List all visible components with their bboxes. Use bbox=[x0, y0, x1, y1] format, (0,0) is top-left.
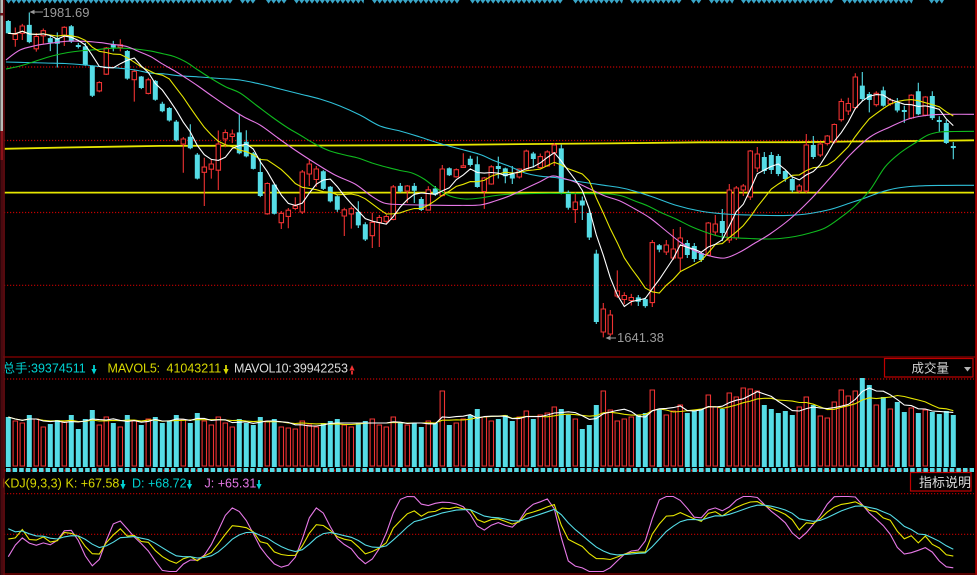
svg-text:39374511: 39374511 bbox=[31, 362, 86, 376]
svg-text:K: +67.58: K: +67.58 bbox=[66, 477, 120, 491]
svg-text:MAVOL5:: MAVOL5: bbox=[108, 362, 161, 376]
svg-text:总手:: 总手: bbox=[3, 362, 31, 376]
svg-text:1981.69: 1981.69 bbox=[43, 5, 90, 20]
svg-text:39942253: 39942253 bbox=[293, 362, 348, 376]
svg-text:1641.38: 1641.38 bbox=[617, 330, 664, 345]
svg-text:成交量: 成交量 bbox=[912, 361, 950, 376]
svg-text:MAVOL10:: MAVOL10: bbox=[234, 362, 291, 376]
svg-text:41043211: 41043211 bbox=[167, 362, 222, 376]
svg-text:指标说明: 指标说明 bbox=[919, 475, 971, 490]
svg-text:D: +68.72: D: +68.72 bbox=[132, 477, 187, 491]
svg-text:KDJ(9,3,3): KDJ(9,3,3) bbox=[2, 477, 62, 491]
svg-text:J: +65.31: J: +65.31 bbox=[205, 477, 257, 491]
